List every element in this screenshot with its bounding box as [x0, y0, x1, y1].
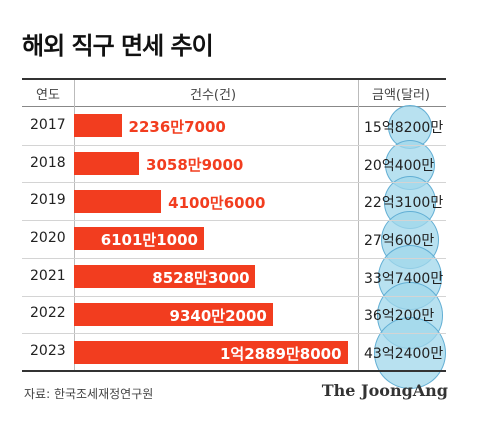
count-value-label: 6101만1000 — [100, 231, 198, 250]
count-bar — [74, 227, 204, 251]
amount-value-label: 43억2400만 — [364, 346, 444, 363]
amount-value-label: 33억7400만 — [364, 270, 444, 287]
row-divider — [22, 220, 446, 222]
amount-bubble — [373, 316, 447, 390]
row-divider — [22, 333, 446, 335]
year-label: 2021 — [30, 267, 66, 284]
row-divider — [22, 182, 446, 184]
year-label: 2018 — [30, 154, 66, 171]
year-label: 2022 — [30, 305, 66, 322]
count-bar — [74, 152, 140, 176]
divider-year — [74, 80, 75, 370]
count-bar — [74, 340, 348, 364]
header-year: 연도 — [36, 88, 60, 103]
count-value-label: 4100만6000 — [168, 193, 266, 212]
row-divider — [22, 295, 446, 297]
bottom-rule — [22, 370, 446, 372]
count-value-label: 1억2889만8000 — [220, 344, 342, 363]
year-label: 2017 — [30, 116, 66, 133]
row-divider — [22, 257, 446, 259]
count-value-label: 9340만2000 — [169, 306, 267, 325]
year-label: 2020 — [30, 229, 66, 246]
source-note: 자료: 한국조세재정연구원 — [24, 387, 154, 401]
year-label: 2023 — [30, 343, 66, 360]
row-divider — [22, 144, 446, 146]
amount-value-label: 22억3100만 — [364, 195, 444, 212]
amount-value-label: 20억400만 — [364, 157, 435, 174]
count-bar — [74, 302, 273, 326]
amount-value-label: 27억600만 — [364, 232, 435, 249]
amount-value-label: 15억8200만 — [364, 119, 444, 136]
year-label: 2019 — [30, 192, 66, 209]
header-rule — [22, 106, 446, 107]
count-value-label: 2236만7000 — [128, 118, 226, 137]
publisher-logo: The JoongAng — [321, 381, 448, 400]
divider-amount — [358, 80, 359, 370]
chart-title: 해외 직구 면세 추이 — [22, 32, 214, 60]
count-value-label: 8528만3000 — [152, 269, 250, 288]
amount-value-label: 36억200만 — [364, 308, 435, 325]
header-amount: 금액(달러) — [372, 88, 430, 103]
count-value-label: 3058만9000 — [146, 156, 244, 175]
top-rule — [22, 78, 446, 80]
count-bar — [74, 265, 256, 289]
count-bar — [74, 189, 162, 213]
header-count: 건수(건) — [190, 88, 237, 103]
count-bar — [74, 114, 122, 138]
